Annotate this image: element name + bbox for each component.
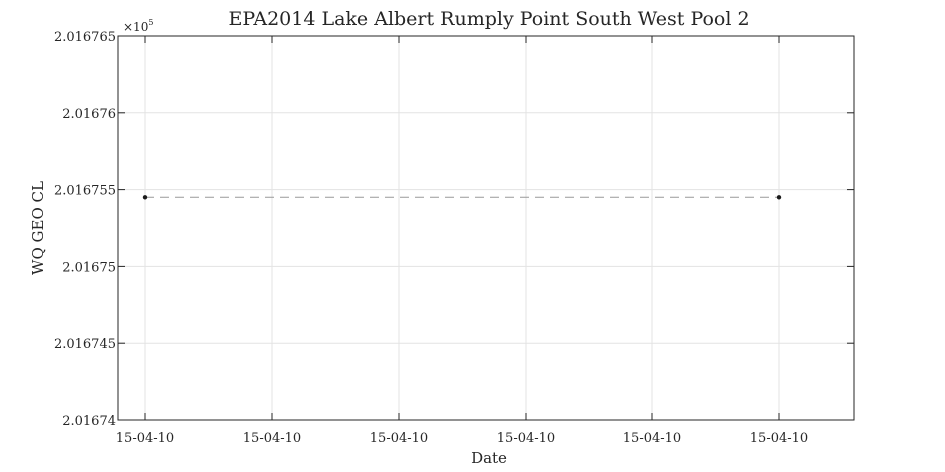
y-exponent-base: ×10 bbox=[123, 20, 148, 34]
y-exponent-power: 5 bbox=[148, 18, 153, 27]
y-tick-label: 2.016765 bbox=[54, 30, 116, 45]
y-tick-label: 2.01676 bbox=[62, 107, 116, 122]
chart-title: EPA2014 Lake Albert Rumply Point South W… bbox=[228, 8, 749, 30]
y-tick-label: 2.016745 bbox=[54, 337, 116, 352]
x-tick-label: 15-04-10 bbox=[750, 431, 808, 446]
plot-area bbox=[118, 36, 854, 420]
y-tick-label: 2.01675 bbox=[62, 260, 116, 275]
x-tick-label: 15-04-10 bbox=[243, 431, 301, 446]
x-tick-label: 15-04-10 bbox=[370, 431, 428, 446]
data-point bbox=[777, 195, 781, 199]
y-tick-label: 2.01674 bbox=[62, 414, 116, 429]
data-point bbox=[143, 195, 147, 199]
x-tick-label: 15-04-10 bbox=[623, 431, 681, 446]
y-tick-label: 2.016755 bbox=[54, 184, 116, 199]
x-tick-label: 15-04-10 bbox=[116, 431, 174, 446]
x-tick-label: 15-04-10 bbox=[497, 431, 555, 446]
x-axis-label: Date bbox=[471, 449, 507, 467]
y-axis-label: WQ GEO CL bbox=[29, 181, 47, 275]
